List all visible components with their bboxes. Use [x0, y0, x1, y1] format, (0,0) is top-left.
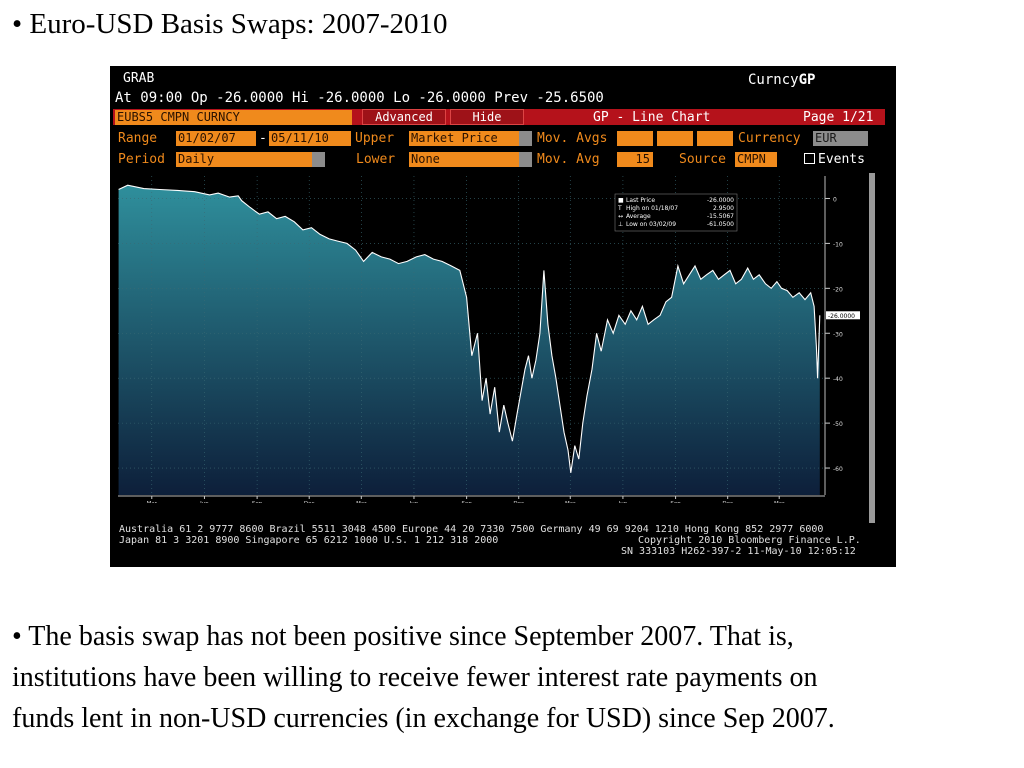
advanced-button[interactable]: Advanced — [362, 109, 446, 125]
last-price-marker — [826, 311, 860, 320]
y-tick-label: -10 — [833, 241, 843, 248]
legend-entry-label: High on 01/18/07 — [626, 205, 678, 212]
lower-field[interactable]: None — [409, 152, 519, 167]
y-tick-label: -20 — [833, 286, 843, 293]
brand-prefix: Curncy — [748, 72, 799, 88]
currency-field[interactable]: EUR — [813, 131, 868, 146]
x-tick-label: Mar — [356, 501, 367, 503]
series-line — [118, 184, 821, 473]
legend-symbol: ⊥ — [618, 221, 623, 228]
checkbox-icon — [804, 153, 815, 164]
range-separator: - — [259, 131, 267, 146]
source-label: Source — [679, 152, 726, 167]
legend-symbol: ■ — [618, 197, 624, 204]
series-area — [118, 185, 820, 495]
x-tick-label: Mar — [147, 501, 158, 503]
hide-button[interactable]: Hide — [450, 109, 524, 125]
period-dropdown-handle[interactable] — [312, 152, 325, 167]
mov-avg-field-1[interactable] — [617, 131, 653, 146]
x-tick-label: Dec — [304, 501, 315, 503]
footer-serial: SN 333103 H262-397-2 11-May-10 12:05:12 — [621, 546, 856, 557]
y-tick-label: -50 — [833, 421, 843, 428]
y-tick-label: -30 — [833, 331, 843, 338]
upper-label: Upper — [355, 131, 395, 146]
x-tick-label: Jun — [618, 501, 628, 503]
x-axis: MarJunSepDecMarJunSepDecMarJunSepDecMar2… — [118, 495, 825, 515]
brand-logo: CurncyGP — [748, 72, 815, 88]
footer-copyright: Copyright 2010 Bloomberg Finance L.P. — [638, 535, 861, 546]
period-label: Period — [118, 152, 165, 167]
range-label: Range — [118, 131, 158, 146]
last-price-label: -26.0000 — [828, 313, 855, 320]
legend-entry-value: -15.5067 — [707, 213, 734, 220]
caption-line: • The basis swap has not been positive s… — [12, 621, 794, 652]
mov-avg-period-field[interactable]: 15 — [617, 152, 653, 167]
range-start-field[interactable]: 01/02/07 — [176, 131, 256, 146]
y-tick-label: -60 — [833, 466, 843, 473]
mov-avg-field-3[interactable] — [697, 131, 733, 146]
source-field[interactable]: CMPN — [735, 152, 777, 167]
x-tick-label: Dec — [722, 501, 733, 503]
x-tick-label: Sep — [461, 501, 472, 503]
period-field[interactable]: Daily — [176, 152, 312, 167]
legend-entry-value: 2.9500 — [713, 205, 734, 212]
caption-line: funds lent in non-USD currencies (in exc… — [12, 703, 835, 734]
x-tick-label: Jun — [199, 501, 209, 503]
x-tick-label: Dec — [513, 501, 524, 503]
quote-line: At 09:00 Op -26.0000 Hi -26.0000 Lo -26.… — [115, 90, 604, 106]
brand-suffix: GP — [798, 72, 816, 88]
y-tick-label: -40 — [833, 376, 843, 383]
mov-avg-field-2[interactable] — [657, 131, 693, 146]
range-end-field[interactable]: 05/11/10 — [269, 131, 351, 146]
footer-contacts-line-2: Japan 81 3 3201 8900 Singapore 65 6212 1… — [119, 535, 499, 546]
legend-entry-value: -26.0000 — [707, 197, 734, 204]
legend-entry-label: Last Price — [626, 197, 655, 204]
upper-dropdown-handle[interactable] — [519, 131, 532, 146]
slide-title: • Euro-USD Basis Swaps: 2007-2010 — [12, 8, 448, 40]
chart-svg: 0 -10 -20 -30 -40 -50 -60 Mar Jun Sep Dec Mar Jun Sep… — [118, 176, 860, 515]
x-tick-label: Sep — [670, 501, 681, 503]
slide-caption: • The basis swap has not been positive s… — [12, 616, 1012, 739]
legend-entry-label: Low on 03/02/09 — [626, 221, 676, 228]
footer-contacts-line: Australia 61 2 9777 8600 Brazil 5511 304… — [119, 524, 824, 535]
chart-legend: ■ Last Price -26.0000 T High on 01/18/07 2.95… — [614, 193, 738, 232]
chart-scrollbar[interactable] — [869, 173, 875, 523]
legend-entry-value: -61.0500 — [707, 221, 734, 228]
ticker-field[interactable]: EUBS5 CMPN CURNCY — [115, 110, 352, 125]
legend-entry-label: Average — [626, 213, 651, 220]
bloomberg-terminal-screenshot: GRAB CurncyGP At 09:00 Op -26.0000 Hi -2… — [110, 66, 896, 567]
lower-label: Lower — [356, 152, 396, 167]
legend-symbol: ↔ — [618, 213, 623, 220]
lower-dropdown-handle[interactable] — [519, 152, 532, 167]
chart-type-label: GP - Line Chart — [593, 110, 711, 125]
legend-symbol: T — [617, 205, 622, 212]
x-tick-label: Sep — [252, 501, 263, 503]
chart-area: 0 -10 -20 -30 -40 -50 -60 Mar Jun Sep Dec Mar Jun Sep… — [115, 173, 875, 515]
events-checkbox[interactable]: Events — [804, 152, 865, 167]
x-tick-label: Jun — [409, 501, 419, 503]
x-tick-label: Mar — [774, 501, 785, 503]
mov-avgs-label: Mov. Avgs — [537, 131, 608, 146]
upper-field[interactable]: Market Price — [409, 131, 519, 146]
events-label: Events — [818, 152, 865, 167]
legend-box — [614, 193, 738, 232]
mov-avg-label: Mov. Avg — [537, 152, 600, 167]
screen-code: GRAB — [123, 71, 155, 86]
caption-line: institutions have been willing to receiv… — [12, 662, 818, 693]
page-indicator: Page 1/21 — [803, 110, 874, 125]
x-tick-label: Mar — [565, 501, 576, 503]
y-tick-label: 0 — [833, 196, 837, 203]
currency-label: Currency — [738, 131, 801, 146]
